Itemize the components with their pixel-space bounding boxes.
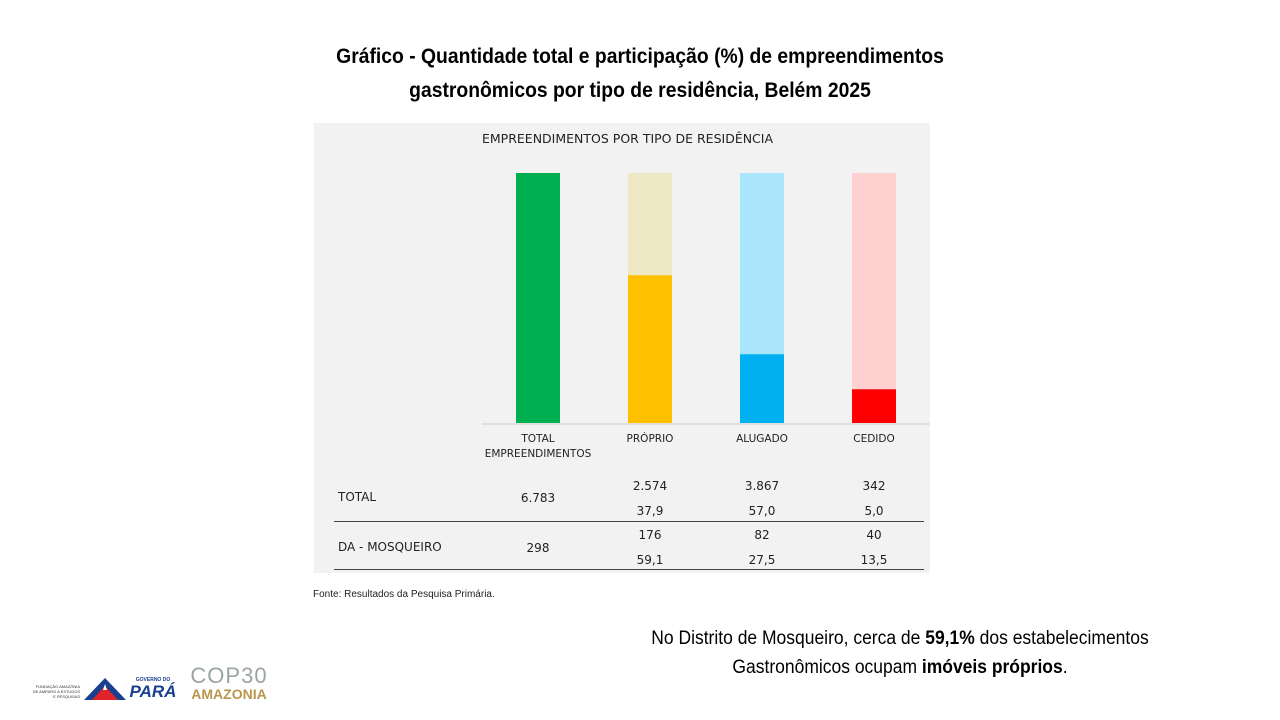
table-cell: 298 xyxy=(526,541,550,555)
note-text: No Distrito de Mosqueiro, cerca de xyxy=(651,628,926,649)
category-label-total: TOTAL EMPREENDIMENTOS xyxy=(484,433,592,460)
chart-title: EMPREENDIMENTOS POR TIPO DE RESIDÊNCIA xyxy=(482,131,774,146)
amazonia-text: AMAZONIA xyxy=(191,686,267,702)
table-cell: 82 xyxy=(754,528,770,542)
table-cell: 6.783 xyxy=(520,491,556,505)
table-divider xyxy=(334,521,924,522)
note-line-1: No Distrito de Mosqueiro, cerca de 59,1%… xyxy=(587,624,1213,653)
cop30-amazonia-logo: COP30 AMAZONIA xyxy=(186,665,272,713)
table-cell: 59,1 xyxy=(636,553,664,567)
row-label-mosqueiro: DA - MOSQUEIRO xyxy=(338,540,442,554)
table-cell: 57,0 xyxy=(748,504,776,518)
table-cell: 27,5 xyxy=(748,553,776,567)
governo-text: GOVERNO DO xyxy=(135,677,171,683)
note-emphasis: 59,1% xyxy=(925,628,975,649)
slide-title: Gráfico - Quantidade total e participaçã… xyxy=(272,40,1008,108)
table-cell: 2.574 xyxy=(632,479,668,493)
row-label-total: TOTAL xyxy=(338,490,377,504)
slide-title-line-1: Gráfico - Quantidade total e participaçã… xyxy=(336,45,944,68)
bar-background xyxy=(852,173,896,423)
source-note: Fonte: Resultados da Pesquisa Primária. xyxy=(313,589,495,600)
governo-para-logo: GOVERNO DO PARÁ xyxy=(128,677,178,701)
category-label-proprio: PRÓPRIO xyxy=(626,433,674,445)
bar xyxy=(628,275,672,423)
highlight-note: No Distrito de Mosqueiro, cerca de 59,1%… xyxy=(587,624,1213,682)
para-flag-icon xyxy=(84,678,126,700)
table-bottom-line xyxy=(334,569,924,570)
bar xyxy=(740,354,784,423)
table-cell: 40 xyxy=(866,528,882,542)
bar-chart xyxy=(482,173,930,425)
note-emphasis: imóveis próprios xyxy=(921,657,1063,678)
chart-panel: EMPREENDIMENTOS POR TIPO DE RESIDÊNCIA T… xyxy=(314,123,930,573)
slide-title-line-2: gastronômicos por tipo de residência, Be… xyxy=(409,79,871,102)
note-text: Gastronômicos ocupam xyxy=(732,657,922,678)
cop30-text: COP30 xyxy=(190,665,268,688)
table-cell: 37,9 xyxy=(636,504,664,518)
note-text: dos estabelecimentos xyxy=(974,628,1149,649)
table-cell: 176 xyxy=(638,528,662,542)
bar xyxy=(516,173,560,423)
note-text: . xyxy=(1062,657,1068,678)
note-line-2: Gastronômicos ocupam imóveis próprios. xyxy=(587,653,1213,682)
table-cell: 3.867 xyxy=(744,479,780,493)
category-label-alugado: ALUGADO xyxy=(736,433,788,445)
table-cell: 5,0 xyxy=(864,504,884,518)
bar xyxy=(852,389,896,423)
fapespa-logo-text: FUNDAÇÃO AMAZÔNIA DE AMPARO A ESTUDOS E … xyxy=(32,684,80,699)
table-cell: 13,5 xyxy=(860,553,888,567)
table-cell: 342 xyxy=(862,479,886,493)
para-text: PARÁ xyxy=(129,682,177,701)
fapespa-logo: FUNDAÇÃO AMAZÔNIA DE AMPARO A ESTUDOS E … xyxy=(30,684,80,699)
category-label-cedido: CEDIDO xyxy=(853,433,895,445)
